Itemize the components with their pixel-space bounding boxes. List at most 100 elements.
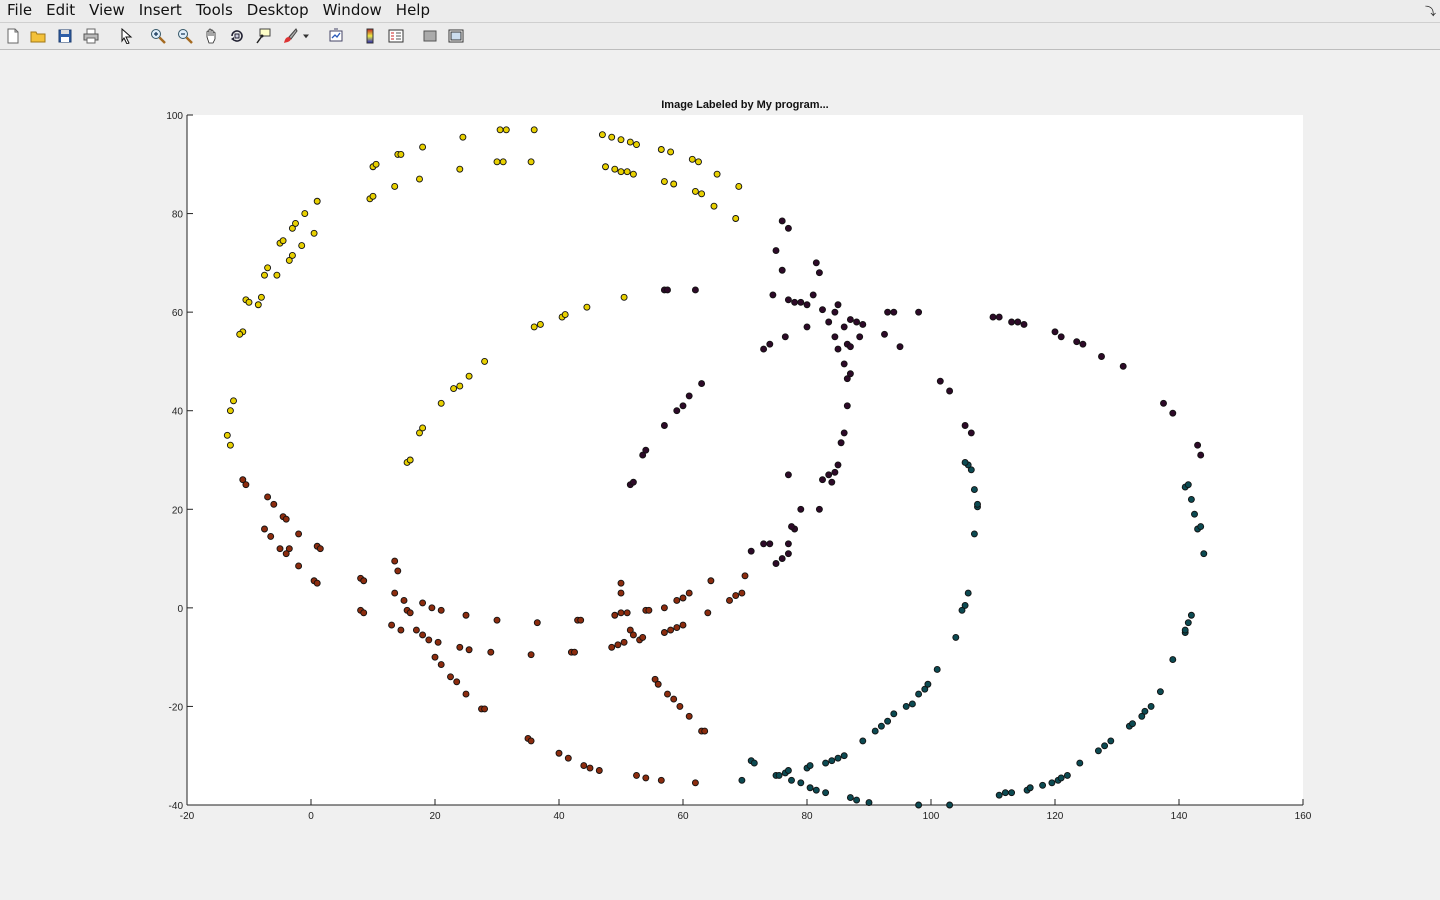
data-point [465,646,473,654]
data-point [691,187,699,195]
data-point [964,589,972,597]
data-point [859,321,867,328]
menu-edit[interactable]: Edit [46,1,76,19]
data-point [908,700,916,708]
data-point [781,333,789,341]
y-tick-label: -20 [169,702,184,713]
brush-dropdown-icon[interactable] [300,27,312,45]
data-point [1194,441,1202,449]
data-point [769,291,777,299]
data-point [679,594,687,602]
data-point [502,126,510,134]
data-point [1039,781,1047,789]
data-point [834,754,842,762]
edit-plot-icon[interactable] [117,27,135,45]
data-point [1119,362,1127,370]
data-point [660,604,668,612]
dock-arrow-icon[interactable]: ⤵ [1425,6,1436,18]
data-point [921,685,929,693]
menu-insert[interactable]: Insert [138,1,182,19]
data-point [1141,707,1149,715]
data-point [1181,626,1189,634]
data-point [1191,510,1198,518]
data-point [288,224,296,232]
data-point [428,604,436,612]
data-point [995,313,1003,321]
data-point [629,478,637,486]
data-point [1001,789,1009,797]
data-point [766,340,774,348]
x-tick-label: -20 [180,811,195,822]
data-point [961,459,969,466]
menu-help[interactable]: Help [395,1,430,19]
save-icon[interactable] [56,27,74,45]
data-point [608,133,616,141]
data-point [462,690,470,698]
zoom-out-icon[interactable] [176,27,194,45]
data-point [667,148,675,156]
data-point [741,572,749,580]
menu-window[interactable]: Window [322,1,382,19]
link-plot-icon[interactable] [327,27,345,45]
data-point [812,786,820,794]
menu-desktop[interactable]: Desktop [246,1,309,19]
pan-icon[interactable] [202,27,220,45]
menu-file[interactable]: File [7,1,33,19]
data-point [1051,328,1059,336]
data-point [961,422,969,429]
x-tick-label: 20 [429,811,441,822]
data-point [778,266,786,274]
show-plot-tools-icon[interactable] [447,27,465,45]
data-point [846,370,854,378]
zoom-in-icon[interactable] [149,27,167,45]
data-point [738,589,746,597]
data-point [946,387,954,395]
data-point [713,170,721,178]
data-point [583,303,591,311]
data-point [372,160,380,168]
data-point [784,550,792,558]
y-tick-label: -40 [169,801,184,812]
data-point [1107,737,1115,745]
scatter-plot[interactable]: -20 0 20 40 60 80 100 120 140 160-40-200204060801… [0,50,1440,900]
x-tick-label: 80 [801,811,813,822]
colorbar-icon[interactable] [361,27,379,45]
data-point [1187,611,1195,619]
data-point [310,229,318,237]
data-point [456,643,464,651]
data-point [1184,619,1192,627]
data-point [394,567,402,575]
data-point [571,648,578,656]
data-point [530,126,538,134]
menu-tools[interactable]: Tools [195,1,233,19]
rotate-3d-icon[interactable] [228,27,246,45]
data-cursor-icon[interactable] [254,27,272,45]
data-point [642,774,650,782]
data-point [856,333,864,341]
hide-plot-tools-icon[interactable] [421,27,439,45]
data-point [726,597,733,604]
data-point [639,451,647,459]
x-tick-label: 100 [923,811,940,822]
data-point [1129,720,1136,728]
data-point [788,523,795,530]
data-point [760,540,768,548]
data-point [397,626,405,634]
brush-icon[interactable] [281,27,299,45]
data-point [602,163,609,171]
data-point [843,402,851,410]
data-point [806,762,814,770]
menu-view[interactable]: View [89,1,125,19]
print-icon[interactable] [82,27,100,45]
new-figure-icon[interactable] [4,27,22,45]
x-tick-label: 0 [308,811,314,822]
data-point [884,717,892,725]
legend-icon[interactable] [387,27,405,45]
data-point [416,175,423,183]
data-point [657,776,665,784]
data-point [617,609,625,617]
data-point [456,165,464,173]
data-point [239,476,247,484]
plot-area[interactable] [187,115,1303,805]
open-file-icon[interactable] [29,27,47,45]
